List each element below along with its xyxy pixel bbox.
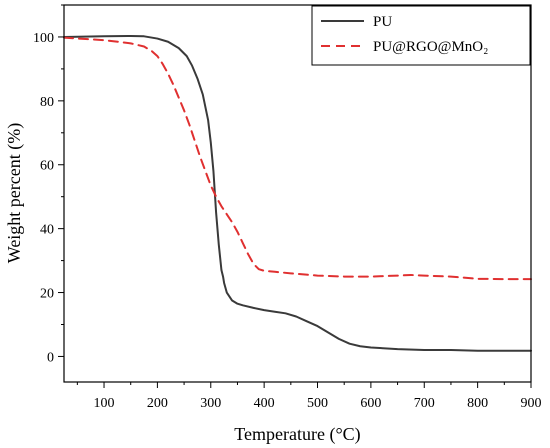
y-tick-label: 0 [47, 350, 54, 365]
legend-label-pu-rgo-mno2: PU@RGO@MnO₂ [373, 39, 488, 55]
y-tick-label: 100 [33, 31, 54, 46]
x-tick-label: 700 [414, 396, 435, 411]
legend: PU PU@RGO@MnO₂ [311, 5, 531, 66]
x-tick-label: 800 [467, 396, 488, 411]
y-axis-ticks: 0 20 40 60 80 100 [33, 4, 64, 365]
plot-frame [63, 4, 532, 383]
x-axis-label: Temperature (°C) [234, 424, 360, 445]
x-tick-label: 900 [521, 396, 542, 411]
x-tick-label: 100 [94, 396, 115, 411]
y-tick-label: 80 [40, 95, 54, 110]
x-tick-label: 400 [254, 396, 275, 411]
x-axis-ticks: 100 200 300 400 500 600 700 800 900 [76, 382, 542, 411]
x-tick-label: 200 [147, 396, 168, 411]
series-layer [63, 34, 532, 352]
y-tick-label: 40 [40, 223, 54, 238]
x-tick-label: 300 [200, 396, 221, 411]
y-tick-label: 20 [40, 287, 54, 302]
x-tick-label: 500 [307, 396, 328, 411]
y-axis-label: Weight percent (%) [4, 123, 25, 263]
y-tick-label: 60 [40, 159, 54, 174]
x-tick-label: 600 [360, 396, 381, 411]
series-line-pu [63, 34, 532, 352]
legend-box [311, 5, 531, 66]
legend-label-pu: PU [373, 14, 392, 30]
series-line-pu-rgo-mno [63, 36, 532, 281]
